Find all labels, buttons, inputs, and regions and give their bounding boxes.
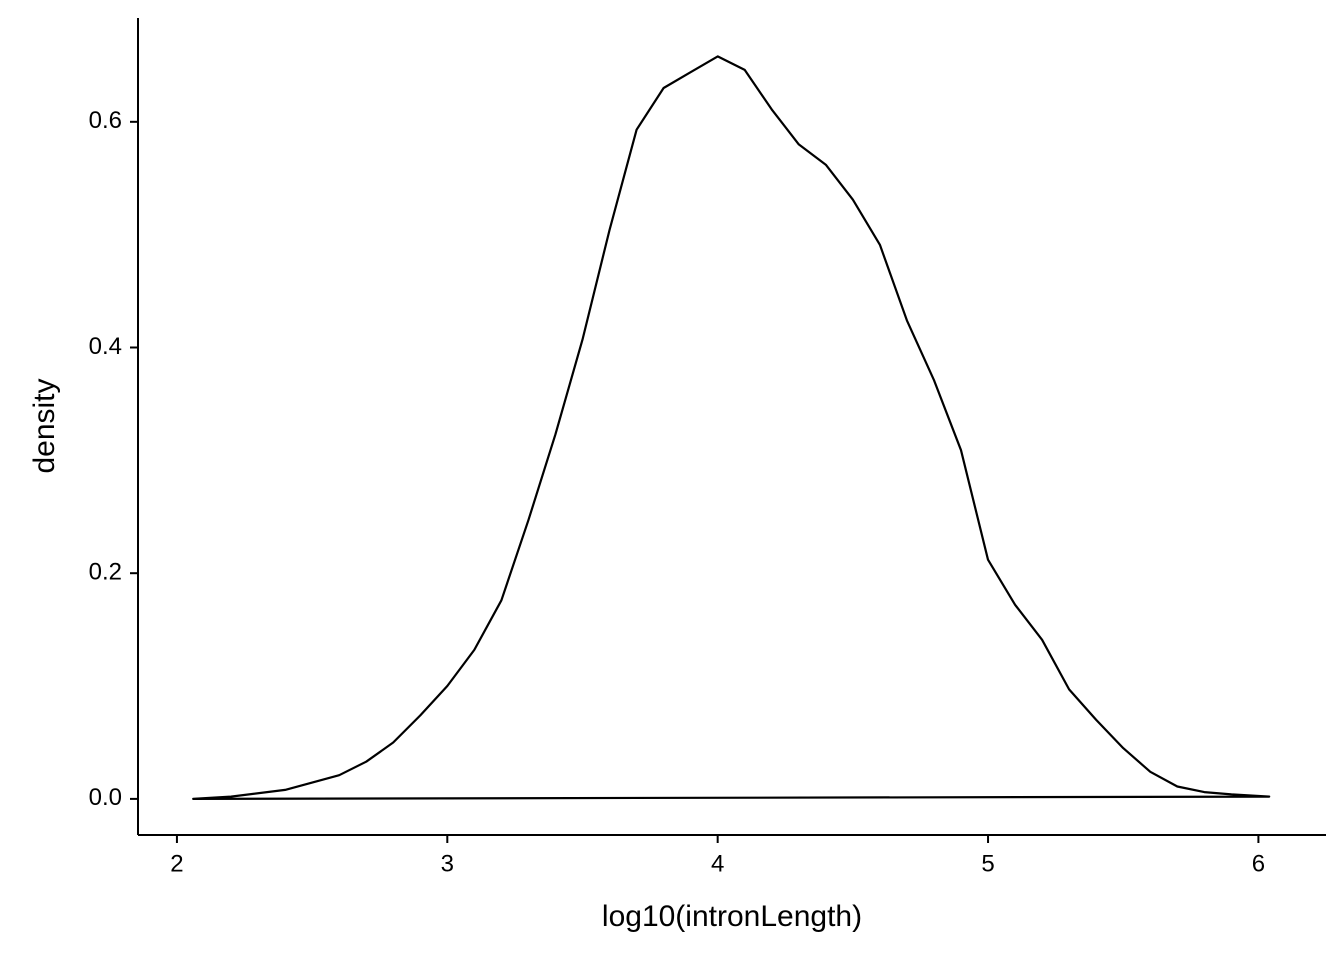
density-curve — [192, 55, 1271, 800]
y-tick-label: 0.2 — [89, 559, 122, 586]
x-tick-label: 5 — [981, 850, 994, 877]
y-tick-label: 0.6 — [89, 107, 122, 134]
x-tick-label: 4 — [711, 850, 724, 877]
y-tick-label: 0.4 — [89, 333, 122, 360]
x-axis-title: log10(intronLength) — [602, 900, 862, 933]
x-tick-label: 6 — [1252, 850, 1265, 877]
y-tick-label: 0.0 — [89, 784, 122, 811]
y-axis-title: density — [28, 378, 61, 473]
x-tick-label: 2 — [170, 850, 183, 877]
x-tick-label: 3 — [441, 850, 454, 877]
